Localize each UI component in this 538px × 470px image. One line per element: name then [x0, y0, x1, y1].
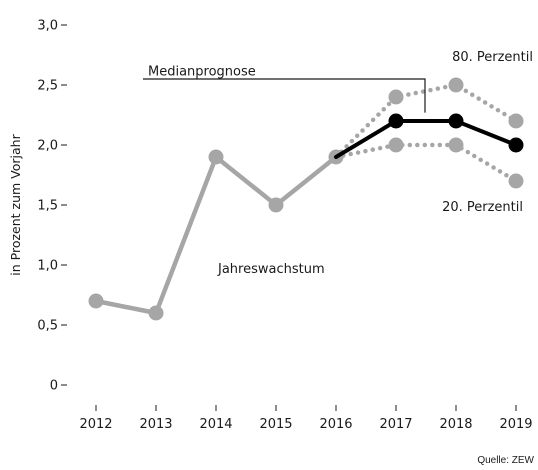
series-line-20-perzentil [333, 142, 519, 184]
x-tick-label: 2016 [319, 417, 352, 432]
data-point-medianprognose [448, 113, 464, 129]
p80-annotation: 80. Perzentil [452, 50, 533, 65]
series-line-80-perzentil [333, 82, 519, 160]
y-tick-label: 1,5 [37, 199, 58, 214]
x-tick-label: 2014 [199, 417, 232, 432]
source-note: Quelle: ZEW [477, 455, 534, 466]
data-point-jahreswachstum [208, 149, 224, 165]
data-point-20-perzentil [448, 137, 464, 153]
data-point-80-perzentil [448, 77, 464, 93]
data-point-jahreswachstum [148, 305, 164, 321]
y-tick-label: 1,0 [37, 259, 58, 274]
x-tick-label: 2019 [499, 417, 532, 432]
y-tick-label: 2,5 [37, 79, 58, 94]
data-point-medianprognose [508, 137, 524, 153]
data-point-20-perzentil [508, 173, 524, 189]
x-tick-label: 2013 [139, 417, 172, 432]
y-axis-label: in Prozent zum Vorjahr [8, 133, 23, 275]
x-tick-label: 2018 [439, 417, 472, 432]
x-tick-label: 2012 [79, 417, 112, 432]
x-tick-label: 2017 [379, 417, 412, 432]
series-layer [88, 77, 524, 321]
growth-annotation: Jahreswachstum [217, 262, 325, 277]
p20-annotation: 20. Perzentil [442, 200, 523, 215]
data-point-jahreswachstum [268, 197, 284, 213]
data-point-medianprognose [388, 113, 404, 129]
y-tick-label: 3,0 [37, 19, 58, 34]
y-tick-label: 0,5 [37, 319, 58, 334]
y-axis: 0 0,5 1,0 1,5 2,0 2,5 3,0 [37, 19, 67, 394]
y-tick-label: 2,0 [37, 139, 58, 154]
data-point-jahreswachstum [88, 293, 104, 309]
series-line-medianprognose [334, 119, 518, 159]
data-point-80-perzentil [388, 89, 404, 105]
series-line-jahreswachstum [93, 154, 339, 316]
median-bracket [143, 78, 426, 113]
data-point-80-perzentil [508, 113, 524, 129]
x-tick-label: 2015 [259, 417, 292, 432]
median-annotation: Medianprognose [148, 64, 256, 79]
x-axis: 2012 2013 2014 2015 2016 2017 2018 2019 [79, 405, 533, 432]
y-tick-label: 0 [50, 379, 58, 394]
data-point-20-perzentil [388, 137, 404, 153]
